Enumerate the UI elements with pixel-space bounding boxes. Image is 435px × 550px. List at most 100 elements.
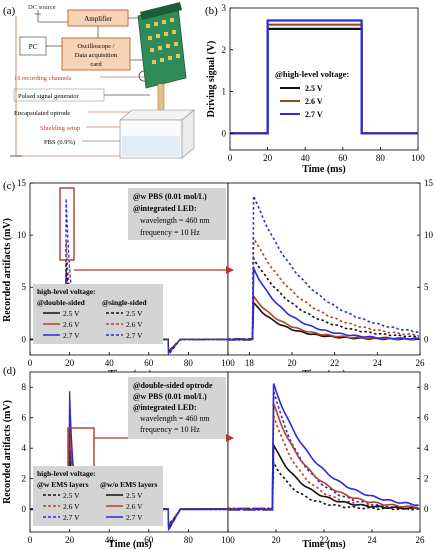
y-axis-label-c: Recorded artifacts (mV) xyxy=(2,218,13,322)
pcb-board-icon xyxy=(137,2,187,89)
y-tick-label: 0 xyxy=(222,128,227,138)
legend-group-d: @w EMS layers xyxy=(37,480,89,489)
y-tick-label: 5 xyxy=(22,282,27,292)
x-tick-label: 26 xyxy=(416,358,426,368)
x-tick-label: 20 xyxy=(263,153,273,163)
x-axis-label-d-right: Time (ms) xyxy=(302,539,345,550)
series-single-2.5v-zoom xyxy=(227,255,420,341)
legend-title-d: high-level voltage: xyxy=(37,469,96,478)
legend-entry: 2.5 V xyxy=(63,309,80,318)
legend-title-c: high-level voltage: xyxy=(37,287,96,296)
x-tick-label: 20 xyxy=(288,358,298,368)
legend-entry: 2.5 V xyxy=(63,491,80,500)
legend-entry: 2.7 V xyxy=(305,110,323,119)
annotation-box-d: @double-sided optrode @w PBS (0.01 mol/L… xyxy=(128,377,226,439)
x-tick-label: 100 xyxy=(221,535,235,545)
y-tick-label-right: 0 xyxy=(424,334,429,344)
oscilloscope-label-3: card xyxy=(90,61,102,68)
y-tick-label: 2 xyxy=(222,45,227,55)
legend-entry: 2.5 V xyxy=(126,309,143,318)
y-tick-label-right: 8 xyxy=(424,382,429,392)
y-tick-label: 3 xyxy=(222,3,227,13)
legend-entry: 2.5 V xyxy=(126,491,143,500)
x-axis-label-b: Time (ms) xyxy=(302,164,345,175)
x-tick-label: 40 xyxy=(105,358,115,368)
annotation-line: frequency = 10 Hz xyxy=(140,228,200,237)
annotation-line: @double-sided optrode xyxy=(133,381,213,390)
x-tick-label: 20 xyxy=(65,535,75,545)
series-double-2.7v-zoom xyxy=(227,267,420,341)
annotation-line: @integrated LED: xyxy=(133,204,197,213)
annotation-line: wavelength = 460 nm xyxy=(140,414,210,423)
annotation-box-c: @w PBS (0.01 mol/L) @integrated LED: wav… xyxy=(128,188,226,240)
legend-entry: 2.5 V xyxy=(305,84,323,93)
legend-entry: 2.7 V xyxy=(126,331,143,340)
y-tick-label: 10 xyxy=(17,230,27,240)
legend-group-d: @w/o EMS layers xyxy=(100,480,157,489)
plot-frame-b xyxy=(229,7,419,151)
legend-entry: 2.6 V xyxy=(126,502,143,511)
shielding-box xyxy=(119,109,195,159)
schematic-panel: (a) DC source Amplifier PC Oscilloscope … xyxy=(3,2,195,159)
y-tick-label-right: 6 xyxy=(424,413,429,423)
x-tick-label: 18 xyxy=(245,358,255,368)
y-tick-label-right: 4 xyxy=(424,443,429,453)
annotation-line: frequency = 10 Hz xyxy=(140,425,200,434)
y-tick-label-right: 2 xyxy=(424,474,429,484)
legend-b: @high-level voltage: 2.5 V 2.6 V 2.7 V xyxy=(275,69,349,119)
y-tick-label: 8 xyxy=(22,382,27,392)
dc-source-label: DC source xyxy=(28,4,56,11)
y-tick-label-right: 0 xyxy=(424,504,429,514)
y-tick-label-right: 5 xyxy=(424,282,429,292)
legend-group-c: @double-sided xyxy=(37,298,86,307)
annotation-line: @w PBS (0.01 mol/L) xyxy=(133,392,207,401)
pc-label: PC xyxy=(29,43,38,51)
y-tick-label: 1 xyxy=(222,87,227,97)
x-tick-label: 80 xyxy=(376,153,386,163)
optrode-label: Encapsulated optrode xyxy=(14,110,70,117)
x-tick-label: 40 xyxy=(105,535,115,545)
shielding-label: Shielding setup xyxy=(40,125,80,132)
artifacts-chart-c: (c) 0 20 40 60 80 100 18 20 22 24 26 0 0 5 5 10 10 15 15 @… xyxy=(2,178,434,380)
legend-c: high-level voltage: @double-sided @singl… xyxy=(33,284,163,344)
x-tick-label: 80 xyxy=(184,358,194,368)
x-tick-label: 40 xyxy=(301,153,311,163)
x-tick-label: 22 xyxy=(330,358,339,368)
panel-label-b: (b) xyxy=(205,5,218,17)
x-tick-label: 0 xyxy=(228,153,233,163)
x-tick-label: 100 xyxy=(411,153,425,163)
x-tick-label: 100 xyxy=(221,358,235,368)
legend-entry: 2.7 V xyxy=(63,331,80,340)
amplifier-label: Amplifier xyxy=(84,15,112,23)
y-tick-label: 0 xyxy=(22,334,27,344)
y-tick-label-right: 15 xyxy=(424,178,434,188)
legend-entry: 2.6 V xyxy=(63,502,80,511)
legend-title-b: @high-level voltage: xyxy=(275,69,349,79)
legend-entry: 2.6 V xyxy=(305,97,323,106)
channels-label: 16 recording channels xyxy=(14,75,72,82)
x-tick-label: 26 xyxy=(416,535,426,545)
zoom-region-box xyxy=(59,187,75,261)
x-tick-label: 20 xyxy=(272,535,282,545)
legend-group-c: @single-sided xyxy=(102,298,147,307)
y-tick-label: 6 xyxy=(22,413,27,423)
panel-label-a: (a) xyxy=(3,5,16,17)
annotation-line: @integrated LED: xyxy=(133,403,197,412)
legend-entry: 2.6 V xyxy=(63,320,80,329)
pulse-generator-label: Pulsed signal generator xyxy=(18,93,79,100)
oscilloscope-label-1: Oscilloscope / xyxy=(77,43,114,50)
x-tick-label: 0 xyxy=(28,535,33,545)
series-single-2.6v-zoom xyxy=(227,237,419,341)
x-tick-label: 24 xyxy=(368,535,378,545)
oscilloscope-box xyxy=(61,37,131,71)
y-axis-label-d: Recorded artifacts (mV) xyxy=(2,400,13,504)
legend-entry: 2.7 V xyxy=(126,513,143,522)
panel-label-c: (c) xyxy=(3,180,16,192)
annotation-line: @w PBS (0.01 mol/L) xyxy=(133,192,207,201)
y-axis-label-b: Driving signal (V) xyxy=(206,41,217,118)
legend-entry: 2.6 V xyxy=(126,320,143,329)
x-tick-label: 20 xyxy=(65,358,75,368)
y-tick-label: 4 xyxy=(22,443,27,453)
series-line-2.7v xyxy=(230,19,418,135)
